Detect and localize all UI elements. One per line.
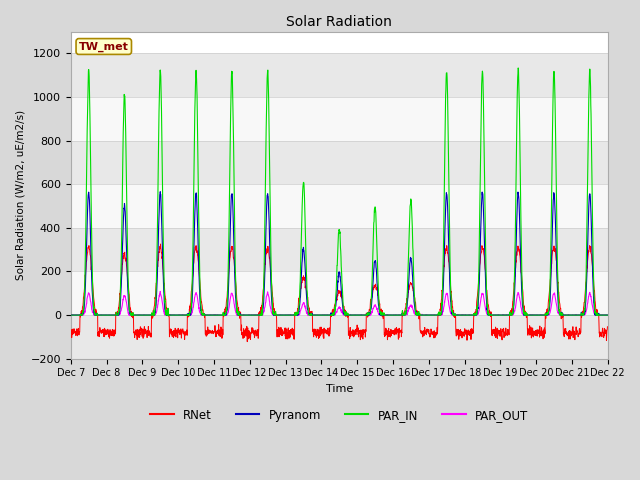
- RNet: [495, 333, 503, 339]
- Pyranom: [156, 189, 164, 194]
- RNet: [217, 330, 225, 336]
- Line: Pyranom: Pyranom: [71, 192, 607, 315]
- RNet: [67, 333, 75, 338]
- Line: RNet: RNet: [71, 244, 607, 342]
- RNet: [572, 331, 579, 336]
- Pyranom: [604, 312, 611, 318]
- Line: PAR_IN: PAR_IN: [71, 68, 607, 315]
- Pyranom: [217, 312, 225, 318]
- RNet: [367, 296, 374, 302]
- Text: TW_met: TW_met: [79, 41, 129, 52]
- Line: PAR_OUT: PAR_OUT: [71, 291, 607, 315]
- Bar: [71, 315, 608, 359]
- PAR_IN: [556, 312, 564, 318]
- Bar: [71, 184, 608, 228]
- Pyranom: [367, 310, 374, 315]
- PAR_IN: [216, 312, 224, 318]
- RNet: [604, 324, 611, 330]
- Pyranom: [495, 312, 503, 318]
- Bar: [71, 53, 608, 97]
- PAR_OUT: [367, 312, 374, 318]
- Pyranom: [67, 312, 75, 318]
- PAR_OUT: [572, 312, 579, 318]
- Bar: [71, 228, 608, 272]
- PAR_IN: [572, 312, 579, 318]
- RNet: [157, 241, 164, 247]
- Bar: [71, 272, 608, 315]
- PAR_OUT: [355, 312, 362, 318]
- Bar: [71, 97, 608, 141]
- PAR_IN: [366, 310, 374, 316]
- PAR_IN: [604, 312, 611, 318]
- Title: Solar Radiation: Solar Radiation: [286, 15, 392, 29]
- PAR_IN: [495, 312, 502, 318]
- RNet: [557, 306, 564, 312]
- Pyranom: [572, 312, 579, 318]
- PAR_IN: [355, 312, 362, 318]
- Pyranom: [556, 312, 564, 317]
- PAR_IN: [67, 312, 75, 318]
- PAR_OUT: [67, 312, 75, 318]
- Y-axis label: Solar Radiation (W/m2, uE/m2/s): Solar Radiation (W/m2, uE/m2/s): [15, 110, 25, 280]
- PAR_OUT: [217, 312, 225, 318]
- Legend: RNet, Pyranom, PAR_IN, PAR_OUT: RNet, Pyranom, PAR_IN, PAR_OUT: [145, 404, 533, 426]
- Pyranom: [355, 312, 362, 318]
- PAR_IN: [515, 65, 522, 71]
- RNet: [243, 339, 251, 345]
- Bar: [71, 141, 608, 184]
- PAR_OUT: [604, 312, 611, 318]
- PAR_OUT: [556, 312, 564, 318]
- PAR_OUT: [495, 312, 503, 318]
- RNet: [355, 330, 363, 336]
- X-axis label: Time: Time: [326, 384, 353, 394]
- PAR_OUT: [156, 288, 164, 294]
